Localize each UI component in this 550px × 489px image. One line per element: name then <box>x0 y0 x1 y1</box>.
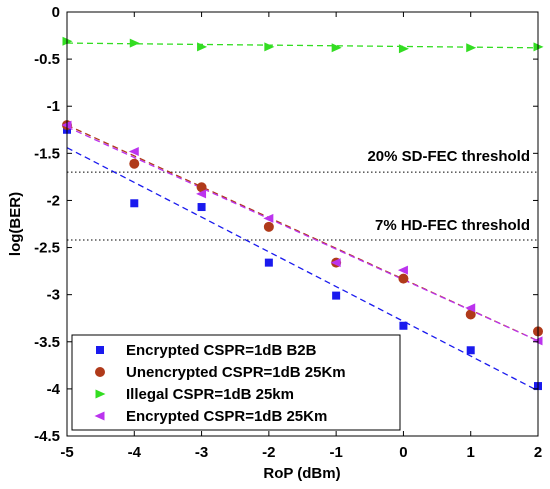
data-point-series-3 <box>330 258 341 268</box>
sd-fec-threshold-label: 20% SD-FEC threshold <box>367 148 530 165</box>
fit-line-series-3 <box>66 126 539 342</box>
data-point-series-1 <box>129 158 140 169</box>
y-tick-label: -4 <box>47 381 61 398</box>
legend-label-encrypted-b2b: Encrypted CSPR=1dB B2B <box>126 342 317 359</box>
legend-marker-layer <box>94 346 106 421</box>
data-point-series-1 <box>398 273 409 284</box>
y-tick-label: -0.5 <box>34 51 60 68</box>
data-point-series-2 <box>331 43 342 53</box>
y-tick-label: -1.5 <box>34 145 60 162</box>
data-point-series-3 <box>263 213 274 223</box>
legend: Encrypted CSPR=1dB B2B Unencrypted CSPR=… <box>71 334 401 431</box>
data-point-series-2 <box>129 38 140 48</box>
legend-marker-series-3 <box>94 411 105 421</box>
data-point-series-1 <box>465 309 476 320</box>
x-tick-label: 0 <box>399 444 407 461</box>
x-tick-label: -1 <box>329 444 342 461</box>
data-point-series-2 <box>197 42 208 52</box>
y-tick-label: 0 <box>52 4 60 21</box>
legend-marker-series-2 <box>95 389 106 399</box>
x-tick-label: -5 <box>60 444 73 461</box>
data-point-series-0 <box>466 346 475 355</box>
data-point-series-0 <box>264 258 273 267</box>
data-point-series-3 <box>397 265 408 275</box>
fit-line-series-0 <box>66 147 539 392</box>
legend-marker-series-0 <box>96 346 104 354</box>
data-point-series-0 <box>197 203 206 212</box>
data-point-series-1 <box>196 182 207 193</box>
y-axis-label: log(BER) <box>7 192 24 256</box>
x-tick-label: -3 <box>195 444 208 461</box>
data-point-series-3 <box>465 303 476 313</box>
x-axis-label: RoP (dBm) <box>263 465 340 482</box>
data-point-series-0 <box>130 199 139 208</box>
fit-line-series-2 <box>66 42 539 49</box>
data-point-series-1 <box>263 221 274 232</box>
legend-box <box>71 334 401 431</box>
y-tick-label: -3 <box>47 287 60 304</box>
threshold-layer <box>67 171 538 241</box>
legend-label-unencrypted-25km: Unencrypted CSPR=1dB 25Km <box>126 364 346 381</box>
plot-frame <box>66 11 539 437</box>
axis-tick-layer: -5 -4 -3 -2 -1 0 1 2 -4.5 -4 -3.5 -3 -2.5 -2 -1.5 -1 -0.… <box>34 4 542 461</box>
x-tick-label: 2 <box>534 444 542 461</box>
data-point-series-3 <box>128 146 139 156</box>
x-tick-label: 1 <box>467 444 475 461</box>
data-point-series-3 <box>196 189 207 199</box>
data-point-series-2 <box>466 43 477 53</box>
y-tick-label: -4.5 <box>34 428 60 445</box>
y-tick-label: -2 <box>47 192 60 209</box>
x-tick-label: -4 <box>128 444 142 461</box>
y-tick-label: -3.5 <box>34 334 60 351</box>
data-point-series-0 <box>332 291 341 300</box>
fit-line-layer <box>66 42 539 392</box>
data-point-series-2 <box>398 44 409 54</box>
data-point-series-0 <box>399 321 408 330</box>
y-tick-label: -2.5 <box>34 240 60 257</box>
y-tick-label: -1 <box>47 98 60 115</box>
legend-label-encrypted-25km: Encrypted CSPR=1dB 25Km <box>126 408 327 425</box>
x-tick-label: -2 <box>262 444 275 461</box>
hd-fec-threshold-label: 7% HD-FEC threshold <box>375 217 530 234</box>
data-point-series-2 <box>264 42 275 52</box>
legend-marker-series-1 <box>95 367 105 377</box>
legend-label-illegal-25km: Illegal CSPR=1dB 25km <box>126 386 294 403</box>
